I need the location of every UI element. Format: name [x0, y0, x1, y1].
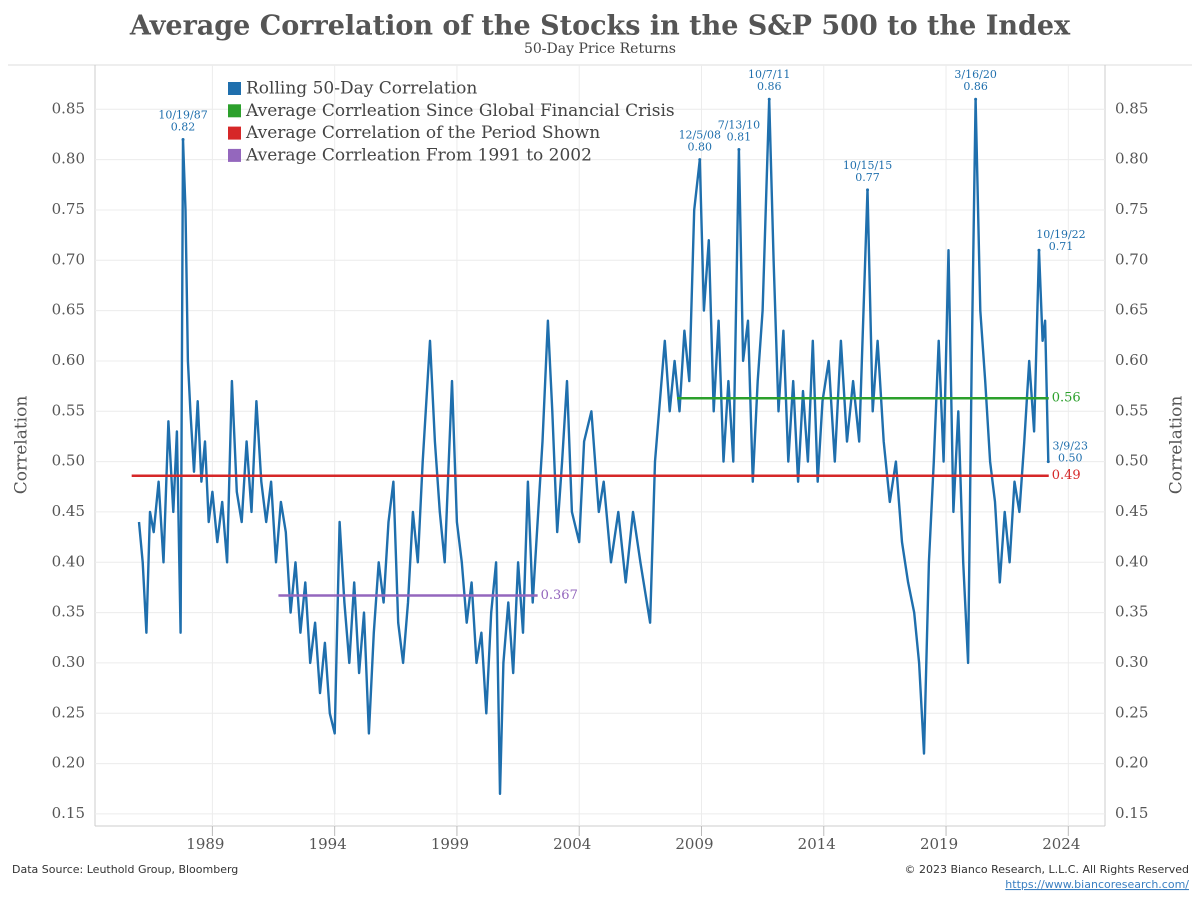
- annotation-date: 10/7/11: [748, 68, 790, 81]
- annotation-point: [767, 97, 771, 101]
- y2-tick-label: 0.80: [1115, 150, 1148, 168]
- annotation-point: [866, 188, 870, 192]
- annotation-point: [181, 137, 185, 141]
- annotation-point: [698, 158, 702, 162]
- y-tick-label: 0.15: [52, 804, 85, 822]
- y-tick-label: 0.45: [52, 502, 85, 520]
- y2-tick-label: 0.15: [1115, 804, 1148, 822]
- copyright: © 2023 Bianco Research, L.L.C. All Right…: [905, 863, 1189, 876]
- legend-swatch: [228, 104, 241, 118]
- y-axis-label: Correlation: [12, 396, 32, 495]
- y2-tick-label: 0.30: [1115, 653, 1148, 671]
- y-tick-label: 0.65: [52, 301, 85, 319]
- legend-label: Rolling 50-Day Correlation: [246, 79, 477, 99]
- y2-tick-label: 0.45: [1115, 502, 1148, 520]
- y2-axis-label: Correlation: [1167, 396, 1187, 495]
- annotation-date: 7/13/10: [718, 119, 760, 132]
- y2-tick-label: 0.40: [1115, 552, 1148, 570]
- annotation-value: 0.81: [727, 131, 752, 144]
- annotation-point: [737, 148, 741, 152]
- y-tick-label: 0.85: [52, 99, 85, 117]
- y2-tick-label: 0.65: [1115, 301, 1148, 319]
- chart-title: Average Correlation of the Stocks in the…: [129, 11, 1071, 42]
- y-tick-label: 0.25: [52, 703, 85, 721]
- reference-label: 0.56: [1052, 391, 1081, 406]
- legend-label: Average Corrleation Since Global Financi…: [245, 101, 675, 121]
- y2-tick-label: 0.35: [1115, 603, 1148, 621]
- y-tick-label: 0.40: [52, 552, 85, 570]
- x-tick-label: 2004: [553, 835, 591, 853]
- annotation-point: [1037, 248, 1041, 252]
- y-tick-label: 0.55: [52, 401, 85, 419]
- y-tick-label: 0.75: [52, 200, 85, 218]
- data-line: [137, 98, 1050, 795]
- x-tick-label: 2024: [1042, 835, 1080, 853]
- y2-tick-label: 0.55: [1115, 401, 1148, 419]
- annotation-date: 10/15/15: [843, 159, 892, 172]
- annotation-value: 0.82: [171, 120, 196, 133]
- y2-tick-label: 0.85: [1115, 99, 1148, 117]
- y-tick-label: 0.30: [52, 653, 85, 671]
- legend-swatch: [228, 148, 241, 162]
- annotation-value: 0.86: [963, 80, 988, 93]
- annotation-date: 3/16/20: [954, 68, 996, 81]
- annotation-value: 0.77: [855, 171, 880, 184]
- y2-tick-label: 0.75: [1115, 200, 1148, 218]
- y-tick-label: 0.80: [52, 150, 85, 168]
- reference-label: 0.49: [1052, 468, 1081, 483]
- y-tick-label: 0.35: [52, 603, 85, 621]
- annotation-date: 10/19/87: [158, 108, 207, 121]
- annotation-value: 0.71: [1049, 240, 1074, 253]
- legend-label: Average Corrleation From 1991 to 2002: [245, 145, 592, 165]
- url-link[interactable]: https://www.biancoresearch.com/: [1005, 878, 1189, 891]
- x-tick-label: 1999: [431, 835, 469, 853]
- x-tick-label: 2019: [920, 835, 958, 853]
- legend-swatch: [228, 126, 241, 140]
- y-tick-label: 0.70: [52, 250, 85, 268]
- y-tick-label: 0.50: [52, 452, 85, 470]
- y2-tick-label: 0.25: [1115, 703, 1148, 721]
- y-tick-label: 0.60: [52, 351, 85, 369]
- x-tick-label: 1989: [186, 835, 224, 853]
- y2-tick-label: 0.20: [1115, 754, 1148, 772]
- legend-label: Average Correlation of the Period Shown: [245, 123, 600, 143]
- annotation-date: 3/9/23: [1053, 440, 1088, 453]
- y2-tick-label: 0.50: [1115, 452, 1148, 470]
- chart-subtitle: 50-Day Price Returns: [524, 41, 676, 57]
- annotation-point: [974, 97, 978, 101]
- legend-swatch: [228, 82, 241, 95]
- annotation-value: 0.86: [757, 80, 782, 93]
- reference-label: 0.367: [541, 588, 578, 603]
- annotation-date: 12/5/08: [679, 129, 721, 142]
- annotation-value: 0.50: [1058, 452, 1083, 465]
- source: Data Source: Leuthold Group, Bloomberg: [12, 863, 238, 876]
- y-tick-label: 0.20: [52, 754, 85, 772]
- annotation-value: 0.80: [688, 141, 713, 154]
- x-tick-label: 2014: [798, 835, 836, 853]
- x-tick-label: 2009: [675, 835, 713, 853]
- y2-tick-label: 0.60: [1115, 351, 1148, 369]
- x-tick-label: 1994: [309, 835, 347, 853]
- annotation-point: [1046, 460, 1050, 464]
- y2-tick-label: 0.70: [1115, 250, 1148, 268]
- annotation-date: 10/19/22: [1036, 228, 1085, 241]
